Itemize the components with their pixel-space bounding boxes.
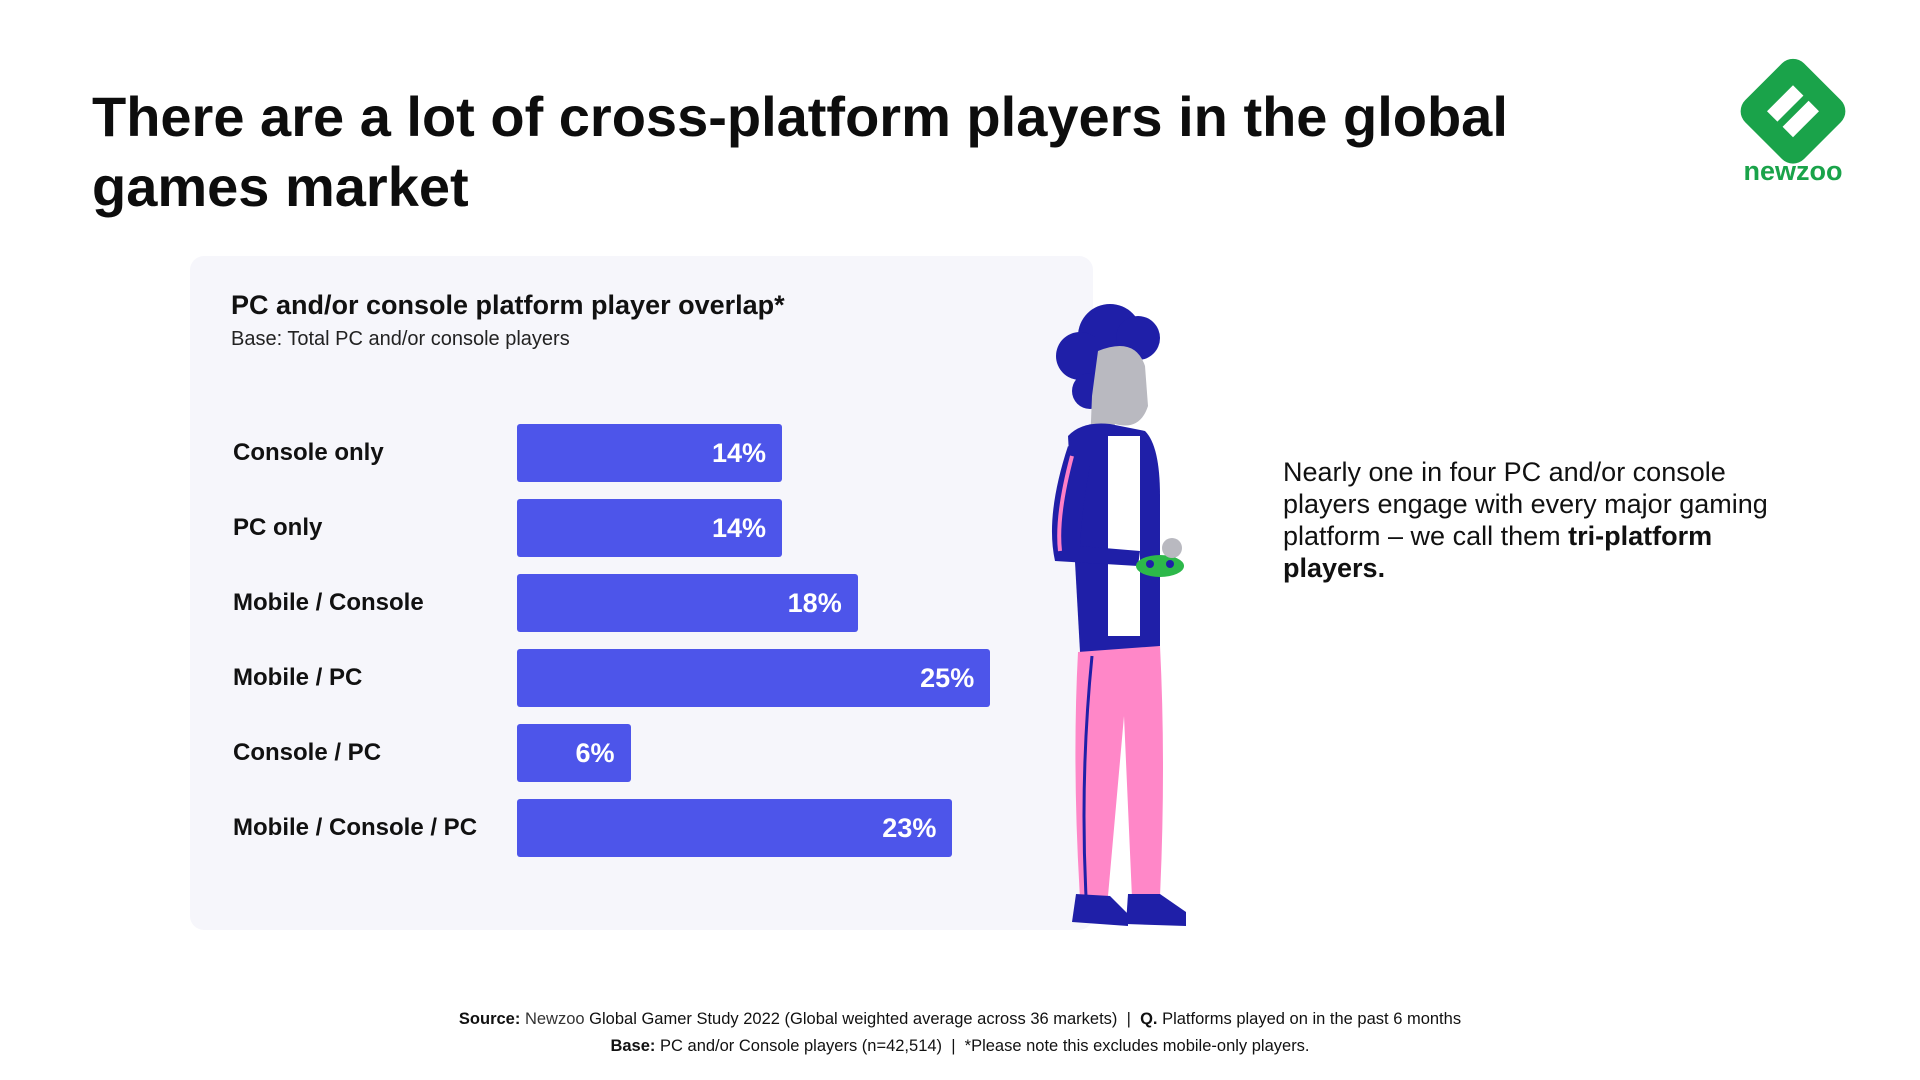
source-footer: Source: Newzoo Global Gamer Study 2022 (… xyxy=(0,1006,1920,1060)
page-title: There are a lot of cross-platform player… xyxy=(92,85,1508,218)
base-text: PC and/or Console players (n=42,514) | *… xyxy=(655,1037,1310,1055)
bar: 6% xyxy=(517,724,631,782)
source-line-1: Source: Newzoo Global Gamer Study 2022 (… xyxy=(0,1006,1920,1033)
side-callout: Nearly one in four PC and/or console pla… xyxy=(1283,456,1783,584)
bar-value-label: 14% xyxy=(711,513,766,543)
bar-label: Mobile / Console / PC xyxy=(233,814,478,841)
bar: 14% xyxy=(517,424,782,482)
bar-value-label: 14% xyxy=(711,438,766,468)
bar-label: Console only xyxy=(233,439,384,466)
source-brand: Newzoo xyxy=(524,1010,585,1028)
side-callout-bold: tri-platform players. xyxy=(1283,521,1713,583)
logo-text: newzoo xyxy=(1743,156,1843,186)
base-label: Base: xyxy=(610,1037,656,1055)
bar-label: PC only xyxy=(233,514,323,541)
bar-value-label: 23% xyxy=(882,813,937,843)
bar-value-label: 25% xyxy=(920,663,975,693)
bar-label: Mobile / Console xyxy=(233,589,424,616)
source-text: Global Gamer Study 2022 (Global weighted… xyxy=(584,1010,1141,1028)
gamer-illustration xyxy=(1051,304,1186,926)
chart-title: PC and/or console platform player overla… xyxy=(231,290,785,320)
side-callout-text: Nearly one in four PC and/or console pla… xyxy=(1283,457,1768,551)
bar: 25% xyxy=(517,649,991,707)
bar-label: Console / PC xyxy=(233,739,382,766)
source-line-2: Base: PC and/or Console players (n=42,51… xyxy=(0,1033,1920,1060)
newzoo-logo-icon xyxy=(1740,58,1846,164)
bar-value-label: 18% xyxy=(787,588,842,618)
bar: 23% xyxy=(517,799,953,857)
chart-subtitle: Base: Total PC and/or console players xyxy=(231,328,570,350)
bar-value-label: 6% xyxy=(575,738,615,768)
bar: 18% xyxy=(517,574,858,632)
question-text: Platforms played on in the past 6 months xyxy=(1157,1010,1462,1028)
question-label: Q. xyxy=(1140,1010,1158,1028)
bar: 14% xyxy=(517,499,782,557)
bar-label: Mobile / PC xyxy=(233,664,363,691)
source-label: Source: xyxy=(458,1010,521,1028)
